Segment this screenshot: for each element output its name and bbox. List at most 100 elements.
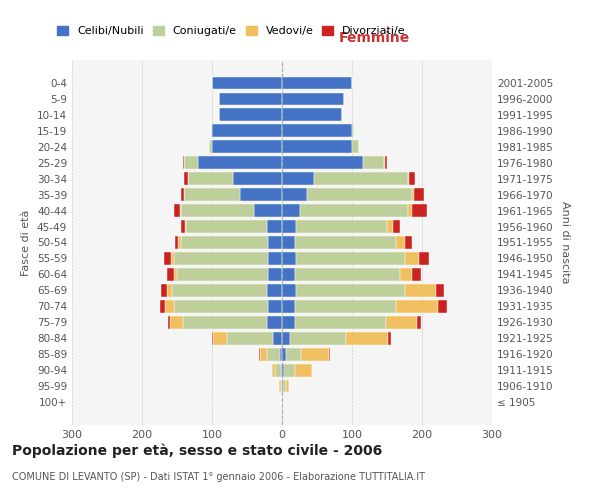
Bar [184,156,198,169]
Bar [385,156,387,169]
Bar [282,188,307,201]
Bar [212,332,214,344]
Bar [417,316,421,328]
Bar [219,108,282,122]
Bar [283,380,286,392]
Y-axis label: Anni di nascita: Anni di nascita [560,201,570,284]
Bar [212,140,282,153]
Bar [295,236,396,249]
Bar [184,188,240,201]
Bar [177,268,268,281]
Bar [408,172,409,185]
Bar [240,188,282,201]
Bar [295,300,396,312]
Bar [275,364,281,376]
Bar [279,380,281,392]
Bar [282,220,296,233]
Bar [282,156,362,169]
Bar [173,268,177,281]
Bar [282,396,283,408]
Bar [282,364,284,376]
Bar [282,380,283,392]
Bar [419,252,429,265]
Bar [286,348,301,360]
Bar [408,204,412,217]
Bar [286,380,289,392]
Bar [273,332,282,344]
Bar [170,316,182,328]
Bar [400,268,412,281]
Bar [299,204,408,217]
Text: Popolazione per età, sesso e stato civile - 2006: Popolazione per età, sesso e stato civil… [12,444,382,458]
Bar [168,316,170,328]
Bar [352,124,354,137]
Bar [413,188,424,201]
Bar [404,252,419,265]
Bar [282,140,352,153]
Bar [181,220,185,233]
Text: Femmine: Femmine [339,32,410,46]
Bar [170,252,173,265]
Bar [352,140,359,153]
Bar [164,252,170,265]
Bar [301,348,329,360]
Bar [282,124,352,137]
Bar [282,348,286,360]
Bar [282,284,296,296]
Bar [396,236,404,249]
Bar [282,252,296,265]
Bar [260,348,268,360]
Bar [296,284,404,296]
Bar [267,348,280,360]
Bar [409,172,415,185]
Bar [387,220,392,233]
Bar [282,204,299,217]
Bar [282,108,341,122]
Bar [329,348,330,360]
Legend: Celibi/Nubili, Coniugati/e, Vedovi/e, Divorziati/e: Celibi/Nubili, Coniugati/e, Vedovi/e, Di… [53,22,410,41]
Bar [296,220,387,233]
Bar [266,316,282,328]
Bar [282,92,344,106]
Bar [412,188,413,201]
Bar [219,92,282,106]
Bar [284,364,295,376]
Bar [268,268,282,281]
Bar [209,140,212,153]
Bar [388,332,391,344]
Bar [282,268,295,281]
Bar [198,156,282,169]
Bar [290,332,346,344]
Bar [271,364,275,376]
Bar [172,284,266,296]
Bar [212,76,282,90]
Bar [160,300,165,312]
Bar [268,252,282,265]
Bar [282,316,295,328]
Bar [346,332,388,344]
Bar [295,316,386,328]
Bar [281,380,282,392]
Bar [214,332,227,344]
Bar [182,156,184,169]
Bar [167,284,172,296]
Bar [181,204,254,217]
Bar [404,236,412,249]
Bar [165,300,173,312]
Bar [281,364,282,376]
Bar [173,300,268,312]
Y-axis label: Fasce di età: Fasce di età [22,210,31,276]
Bar [227,332,273,344]
Bar [404,284,436,296]
Bar [184,172,187,185]
Bar [181,188,184,201]
Bar [386,316,417,328]
Bar [282,332,290,344]
Bar [181,236,268,249]
Bar [167,268,173,281]
Bar [174,204,180,217]
Bar [362,156,383,169]
Bar [396,300,438,312]
Bar [182,316,266,328]
Bar [185,220,186,233]
